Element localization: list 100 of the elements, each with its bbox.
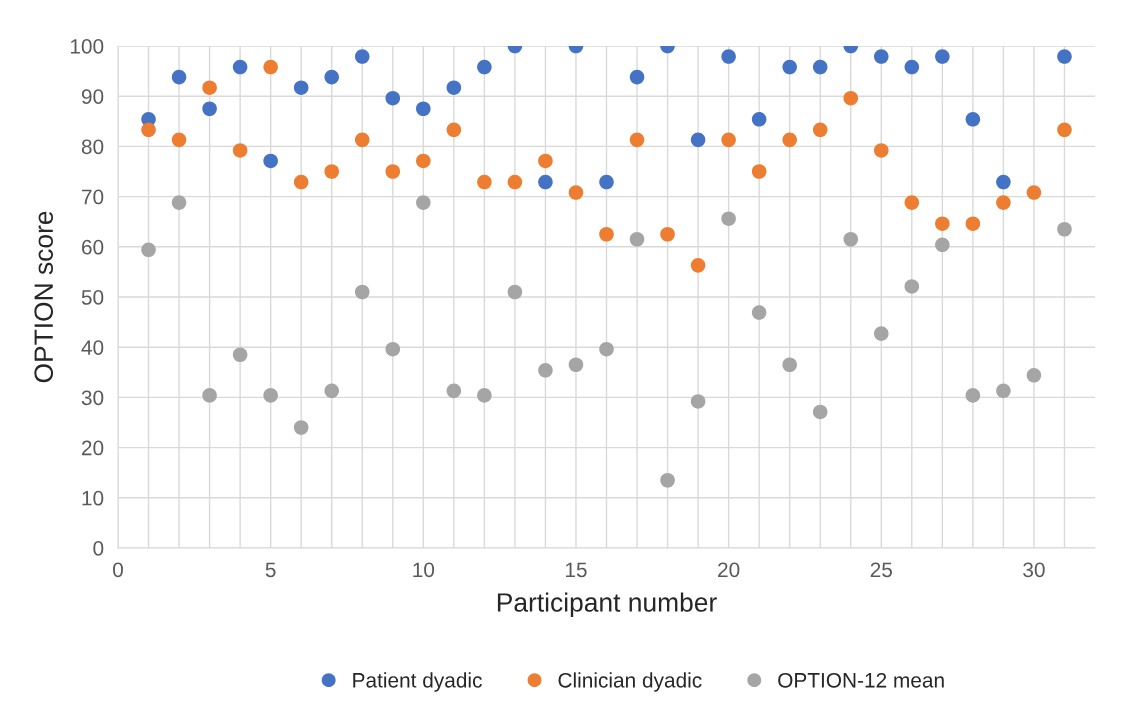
point — [751, 164, 767, 179]
point — [660, 472, 675, 488]
point — [202, 388, 217, 403]
point — [385, 341, 401, 357]
point — [141, 122, 156, 138]
point — [416, 195, 431, 210]
x-tick-label: 20 — [718, 562, 740, 578]
point — [293, 174, 309, 190]
point — [446, 383, 462, 399]
point — [324, 164, 339, 179]
point — [874, 326, 889, 341]
legend-label: OPTION-12 mean — [778, 672, 944, 688]
point — [568, 185, 584, 200]
point — [996, 195, 1011, 210]
y-tick-label: 0 — [93, 541, 104, 556]
y-tick-label: 50 — [81, 290, 104, 305]
point — [293, 420, 309, 435]
point — [354, 49, 370, 64]
point — [538, 363, 553, 378]
x-tick-label: 30 — [1023, 562, 1045, 578]
point — [874, 143, 889, 158]
point — [507, 174, 523, 190]
point — [935, 49, 950, 64]
point — [812, 404, 828, 420]
point — [996, 174, 1011, 190]
point — [629, 69, 645, 85]
x-tick-label: 15 — [565, 562, 587, 578]
point — [965, 216, 981, 231]
point — [141, 242, 156, 258]
point — [751, 305, 767, 320]
legend-label: Patient dyadic — [353, 672, 482, 692]
point — [354, 132, 370, 148]
point — [874, 49, 889, 64]
point — [263, 59, 278, 75]
point — [507, 284, 523, 300]
point — [416, 101, 431, 117]
y-tick-label: 100 — [70, 39, 104, 54]
point — [965, 112, 981, 127]
point — [1026, 185, 1042, 200]
point — [324, 383, 339, 399]
point — [660, 226, 675, 242]
point — [232, 59, 248, 75]
point — [263, 388, 278, 403]
point — [996, 383, 1011, 399]
y-axis-title: OPTION score — [34, 211, 54, 383]
point — [965, 388, 981, 403]
point — [568, 357, 584, 373]
point — [935, 237, 950, 253]
x-axis-title: Participant number — [497, 592, 717, 618]
point — [232, 143, 248, 158]
point — [416, 153, 431, 169]
point — [599, 226, 614, 242]
point — [1057, 221, 1072, 237]
y-tick-label: 80 — [81, 139, 104, 155]
point — [690, 132, 706, 148]
x-tick-label: 25 — [870, 562, 892, 578]
y-tick-label: 20 — [81, 440, 104, 456]
x-tick-label: 10 — [413, 562, 435, 578]
point — [171, 195, 187, 210]
point — [446, 122, 462, 138]
x-tick-label: 5 — [265, 562, 276, 578]
point — [721, 132, 736, 148]
point — [843, 231, 859, 247]
x-tick-label: 0 — [113, 562, 123, 578]
point — [721, 49, 736, 64]
y-tick-label: 30 — [81, 390, 104, 406]
point — [477, 174, 492, 190]
point — [812, 122, 828, 138]
point — [446, 80, 462, 95]
point — [202, 80, 217, 95]
point — [629, 231, 645, 247]
point — [721, 211, 736, 226]
point — [629, 132, 645, 148]
y-tick-label: 60 — [82, 239, 104, 255]
point — [385, 164, 401, 179]
point — [263, 153, 278, 169]
point — [690, 258, 706, 273]
point — [812, 59, 828, 75]
point — [904, 195, 920, 210]
point — [782, 132, 797, 148]
point — [1057, 122, 1072, 138]
point — [293, 80, 309, 95]
point — [599, 174, 614, 190]
point — [171, 132, 187, 148]
point — [354, 284, 370, 300]
point — [171, 69, 187, 85]
point — [538, 153, 553, 169]
point — [477, 59, 492, 75]
y-tick-label: 70 — [82, 189, 104, 205]
point — [324, 69, 339, 85]
point — [385, 90, 401, 106]
point — [904, 279, 920, 294]
point — [782, 59, 797, 75]
y-tick-label: 90 — [81, 89, 104, 104]
point — [690, 394, 706, 409]
point — [751, 112, 767, 127]
point — [935, 216, 950, 231]
point — [782, 357, 797, 373]
point — [1057, 49, 1072, 64]
y-tick-label: 40 — [81, 340, 104, 355]
